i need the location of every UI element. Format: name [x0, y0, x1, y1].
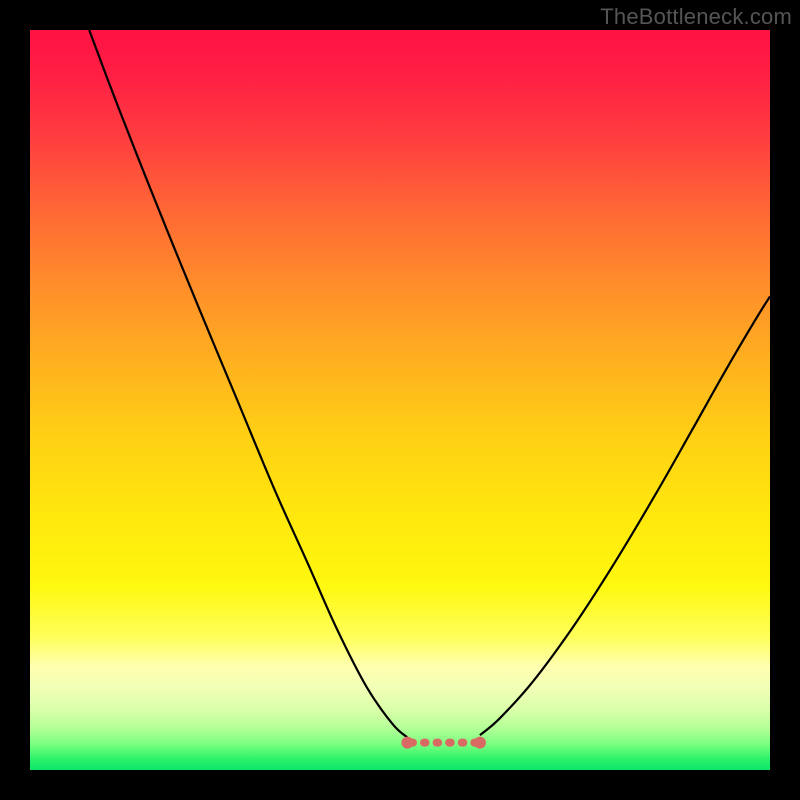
- marker-segment: [433, 739, 443, 747]
- watermark-text: TheBottleneck.com: [600, 4, 792, 30]
- plot-background: [30, 30, 770, 770]
- marker-segment: [445, 739, 455, 747]
- chart-frame: TheBottleneck.com: [0, 0, 800, 800]
- bottleneck-chart: [0, 0, 800, 800]
- marker-segment: [470, 739, 480, 747]
- marker-segment: [407, 739, 417, 747]
- marker-segment: [420, 739, 430, 747]
- marker-segment: [458, 739, 468, 747]
